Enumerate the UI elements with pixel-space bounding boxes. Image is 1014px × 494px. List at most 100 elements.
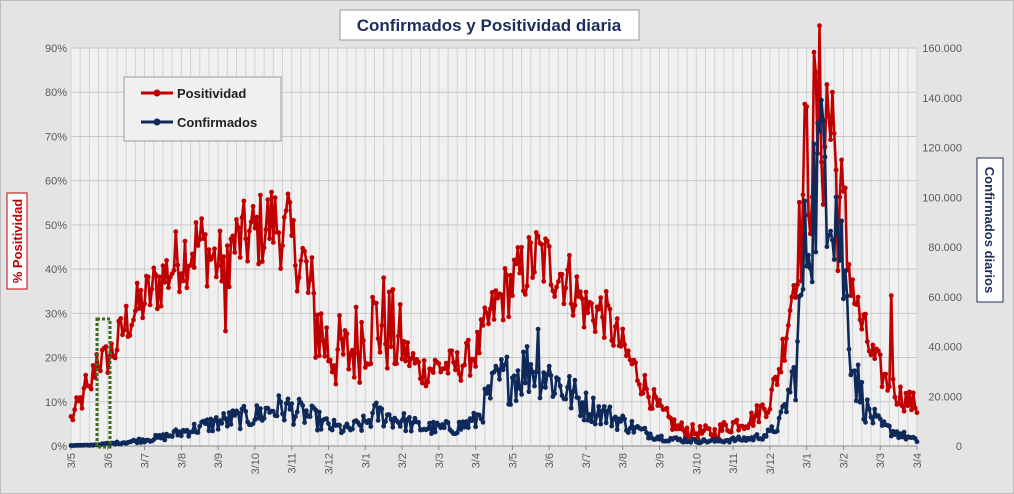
data-point-confirmados (232, 413, 238, 418)
data-point-positividad (388, 344, 394, 350)
data-point-confirmados (274, 413, 280, 419)
series-positividad (68, 23, 920, 442)
data-point-confirmados (798, 292, 804, 298)
y-axis-left: 0% 10% 20% 30% 40% 50% 60% 70% 80% 90% (45, 43, 67, 453)
x-tick-label: 3/3 (434, 453, 446, 468)
x-tick-label: 3/9 (655, 453, 667, 468)
data-point-positividad (410, 351, 416, 356)
data-point-confirmados (629, 419, 635, 424)
x-tick-label: 3/1 (802, 453, 814, 468)
data-point-positividad (870, 342, 876, 348)
data-point-confirmados (552, 391, 558, 397)
data-point-confirmados (594, 413, 600, 419)
data-point-positividad (887, 384, 892, 390)
data-point-positividad (548, 282, 554, 288)
data-point-positividad (754, 403, 760, 408)
data-point-confirmados (291, 422, 296, 427)
data-point-positividad (883, 371, 889, 377)
data-point-positividad (813, 69, 819, 75)
data-point-positividad (265, 197, 271, 203)
data-point-positividad (226, 284, 232, 290)
data-point-positividad (386, 289, 392, 295)
data-point-confirmados (522, 380, 528, 386)
data-point-positividad (613, 324, 618, 330)
data-point-positividad (728, 429, 734, 435)
data-point-positividad (236, 225, 241, 231)
data-point-positividad (579, 296, 585, 302)
data-point-confirmados (224, 423, 230, 429)
data-point-positividad (896, 401, 901, 407)
data-point-positividad (618, 343, 624, 349)
data-point-positividad (331, 363, 337, 368)
data-point-positividad (201, 236, 206, 242)
data-point-confirmados (887, 423, 892, 429)
data-point-positividad (355, 351, 361, 356)
data-point-positividad (649, 406, 655, 411)
data-point-confirmados (237, 426, 243, 432)
data-point-positividad (572, 302, 578, 308)
data-point-confirmados (568, 405, 574, 411)
data-point-confirmados (833, 194, 839, 200)
data-point-positividad (182, 238, 188, 244)
data-point-positividad (252, 225, 258, 231)
data-point-positividad (396, 333, 401, 339)
data-point-positividad (195, 243, 201, 248)
data-point-confirmados (774, 428, 780, 434)
data-point-positividad (153, 272, 159, 277)
y-right-tick-label: 0 (956, 441, 962, 453)
data-point-confirmados (300, 403, 306, 408)
data-point-confirmados (603, 420, 609, 426)
data-point-confirmados (408, 428, 414, 434)
data-point-positividad (668, 415, 673, 421)
data-point-positividad (491, 317, 497, 322)
y-left-tick-label: 70% (45, 131, 67, 143)
x-tick-label: 3/10 (250, 453, 262, 474)
data-point-confirmados (613, 414, 618, 420)
data-point-confirmados (285, 396, 291, 402)
data-point-positividad (600, 314, 605, 320)
data-point-confirmados (535, 326, 541, 332)
data-point-confirmados (819, 97, 824, 103)
data-point-positividad (605, 303, 611, 308)
data-point-positividad (412, 360, 418, 366)
x-tick-label: 3/1 (360, 453, 372, 468)
data-point-confirmados (581, 417, 587, 423)
data-point-confirmados (888, 433, 894, 439)
data-point-positividad (701, 428, 707, 434)
data-point-positividad (910, 390, 916, 396)
data-point-positividad (140, 315, 146, 321)
data-point-confirmados (901, 429, 907, 435)
data-point-positividad (807, 231, 813, 237)
data-point-confirmados (515, 368, 521, 373)
data-point-confirmados (256, 415, 261, 421)
data-point-confirmados (316, 409, 322, 415)
data-point-confirmados (252, 417, 258, 423)
data-point-positividad (451, 359, 456, 365)
data-point-positividad (850, 277, 855, 283)
data-point-positividad (83, 372, 89, 378)
data-point-confirmados (646, 435, 651, 441)
data-point-positividad (175, 262, 181, 268)
data-point-positividad (254, 214, 260, 220)
data-point-positividad (745, 425, 751, 431)
data-point-positividad (283, 208, 289, 214)
data-point-confirmados (914, 439, 920, 445)
data-point-confirmados (445, 420, 451, 425)
data-point-confirmados (278, 399, 284, 405)
data-point-positividad (872, 356, 878, 362)
data-point-positividad (890, 376, 896, 382)
data-point-confirmados (800, 286, 806, 292)
y-axis-right: 0 20.000 40.000 60.000 80.000 100.000 120.000 1… (922, 43, 962, 453)
data-point-positividad (561, 301, 567, 307)
data-point-confirmados (491, 369, 497, 375)
data-point-positividad (79, 405, 85, 411)
data-point-positividad (399, 356, 405, 362)
data-point-confirmados (458, 427, 464, 432)
data-point-confirmados (486, 384, 491, 389)
legend-positividad-marker (153, 89, 161, 97)
data-point-confirmados (644, 430, 649, 436)
data-point-positividad (877, 352, 883, 358)
data-point-positividad (269, 189, 274, 195)
data-point-confirmados (213, 415, 219, 420)
data-point-positividad (350, 347, 355, 353)
